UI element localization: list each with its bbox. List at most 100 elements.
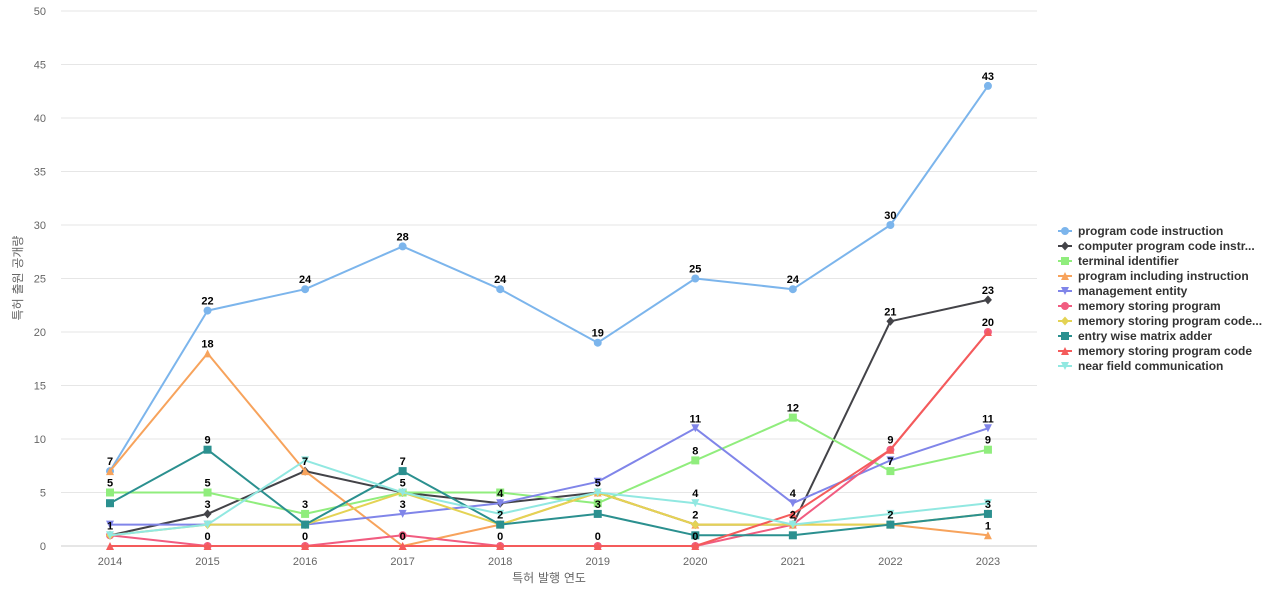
legend-item[interactable]: memory storing program code... [1058,314,1262,328]
data-point [496,488,505,497]
x-tick-label: 2018 [488,556,512,568]
data-point [203,349,212,358]
data-point [788,531,797,540]
legend-item[interactable]: management entity [1058,284,1188,298]
data-label: 19 [592,328,604,340]
data-label: 0 [595,531,601,543]
data-labels: 7512218953024730287530244201953025118420… [107,71,994,543]
data-point [203,445,212,454]
legend-item[interactable]: terminal identifier [1058,254,1179,268]
legend-label: terminal identifier [1078,254,1179,268]
series-near-field-communication [106,456,992,540]
data-label: 12 [787,403,799,415]
data-point [398,531,407,540]
data-label: 0 [692,531,698,543]
data-point [788,499,797,508]
x-tick-label: 2015 [195,556,219,568]
y-axis-title: 특허 출원 공개량 [11,236,25,321]
data-point [106,488,114,497]
data-point [106,542,114,550]
data-label: 0 [204,531,210,543]
legend-label: entry wise matrix adder [1078,329,1212,343]
legend-marker-icon [1061,316,1069,326]
data-point [886,316,895,326]
legend-item[interactable]: entry wise matrix adder [1058,329,1212,343]
series-line [109,459,989,537]
y-tick-label: 35 [34,167,46,179]
data-point [203,488,212,497]
data-point [398,242,407,251]
data-label: 7 [107,456,113,468]
legend-marker-icon [1061,302,1069,310]
data-point [886,467,895,476]
data-label: 2 [790,510,796,522]
x-tick-label: 2023 [976,556,1000,568]
data-point [398,488,407,497]
x-tick-label: 2019 [586,556,610,568]
data-label: 3 [400,499,406,511]
data-point [496,509,505,518]
x-axis-title: 특허 발행 연도 [512,570,586,585]
legend-item[interactable]: program code instruction [1058,224,1223,238]
series-entry-wise-matrix-adder [106,445,992,540]
data-label: 20 [982,317,994,329]
data-point [983,509,992,518]
data-point [691,499,700,508]
y-tick-label: 25 [34,274,46,286]
legend-marker-icon [1061,347,1069,355]
data-point [788,520,797,529]
data-point [886,445,895,454]
series-group [106,81,992,550]
x-tick-label: 2022 [878,556,902,568]
series-memory-storing-program-code [106,328,992,550]
y-tick-label: 5 [40,488,46,500]
legend-marker-icon [1061,241,1069,251]
data-point [788,285,797,294]
data-label: 0 [302,531,308,543]
data-label: 4 [790,488,797,500]
legend-marker-icon [1061,287,1069,295]
data-point [593,499,602,508]
data-point [788,509,797,518]
data-label: 23 [982,285,994,297]
data-point [301,509,310,518]
data-point [983,424,992,433]
data-label: 9 [985,435,991,447]
data-point [106,467,114,476]
legend-marker-icon [1061,257,1069,265]
data-label: 3 [985,499,991,511]
data-point [886,221,895,229]
x-tick-label: 2020 [683,556,707,568]
data-point [203,509,212,519]
y-tick-label: 10 [34,434,46,446]
legend-marker-icon [1061,227,1069,235]
legend-label: management entity [1078,284,1188,298]
legend-label: program code instruction [1078,224,1223,238]
legend-item[interactable]: program including instruction [1058,269,1249,283]
legend-item[interactable]: near field communication [1058,359,1223,373]
data-label: 5 [107,478,113,490]
data-label: 3 [302,499,308,511]
series-line [110,416,989,515]
data-label: 24 [299,274,312,286]
data-point [593,509,602,518]
data-point [593,488,602,497]
legend-item[interactable]: memory storing program [1058,299,1221,313]
legend-item[interactable]: computer program code instr... [1058,239,1255,253]
y-tick-label: 45 [34,60,46,72]
y-tick-label: 0 [40,541,46,553]
data-point [496,520,505,529]
data-label: 4 [497,488,504,500]
legend-marker-icon [1061,332,1069,340]
legend-item[interactable]: memory storing program code [1058,344,1252,358]
data-label: 7 [302,456,308,468]
data-point [691,424,700,433]
data-point [983,499,992,508]
data-label: 1 [985,520,991,532]
y-tick-label: 40 [34,113,46,125]
series-line [109,85,989,472]
data-point [983,531,992,540]
legend-label: memory storing program [1078,299,1221,313]
data-label: 22 [201,296,213,308]
